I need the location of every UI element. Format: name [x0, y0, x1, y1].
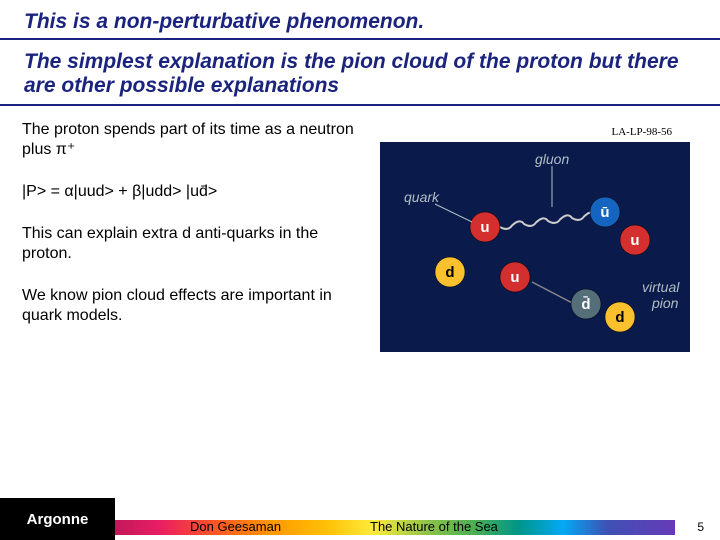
svg-text:quark: quark	[404, 189, 440, 205]
slide-subtitle: The simplest explanation is the pion clo…	[0, 50, 720, 106]
svg-text:gluon: gluon	[535, 151, 569, 167]
para-1: The proton spends part of its time as a …	[22, 120, 372, 160]
svg-text:d̄: d̄	[581, 296, 590, 314]
para-3: This can explain extra d anti-quarks in …	[22, 224, 372, 264]
logo-main: Argonne	[27, 511, 89, 528]
svg-text:virtual: virtual	[642, 279, 680, 295]
svg-text:u: u	[510, 269, 519, 286]
svg-text:ū: ū	[600, 204, 609, 221]
text-column: The proton spends part of its time as a …	[22, 120, 372, 357]
para-4: We know pion cloud effects are important…	[22, 286, 372, 326]
argonne-logo: Argonne	[0, 498, 115, 540]
slide-title: This is a non-perturbative phenomenon.	[0, 0, 720, 40]
proton-diagram: u d u ū u d̄ d quark gluon virtualpion	[380, 142, 690, 352]
svg-text:d: d	[615, 309, 624, 326]
reference-label: LA-LP-98-56	[612, 126, 673, 138]
footer-center: The Nature of the Sea	[370, 519, 498, 534]
svg-text:d: d	[445, 264, 454, 281]
footer-author: Don Geesaman	[190, 519, 281, 534]
page-number: 5	[697, 520, 704, 534]
svg-text:pion: pion	[651, 295, 679, 311]
para-2-equation: |P> = α|uud> + β|udd> |ud̄>	[22, 182, 372, 202]
figure-column: LA-LP-98-56 u d u ū u d̄ d quark gluon virtualpio…	[372, 120, 698, 357]
footer: Argonne Don Geesaman The Nature of the S…	[0, 520, 720, 540]
content-area: The proton spends part of its time as a …	[0, 120, 720, 357]
logo-text: Argonne	[27, 511, 89, 528]
svg-text:u: u	[480, 219, 489, 236]
svg-text:u: u	[630, 232, 639, 249]
